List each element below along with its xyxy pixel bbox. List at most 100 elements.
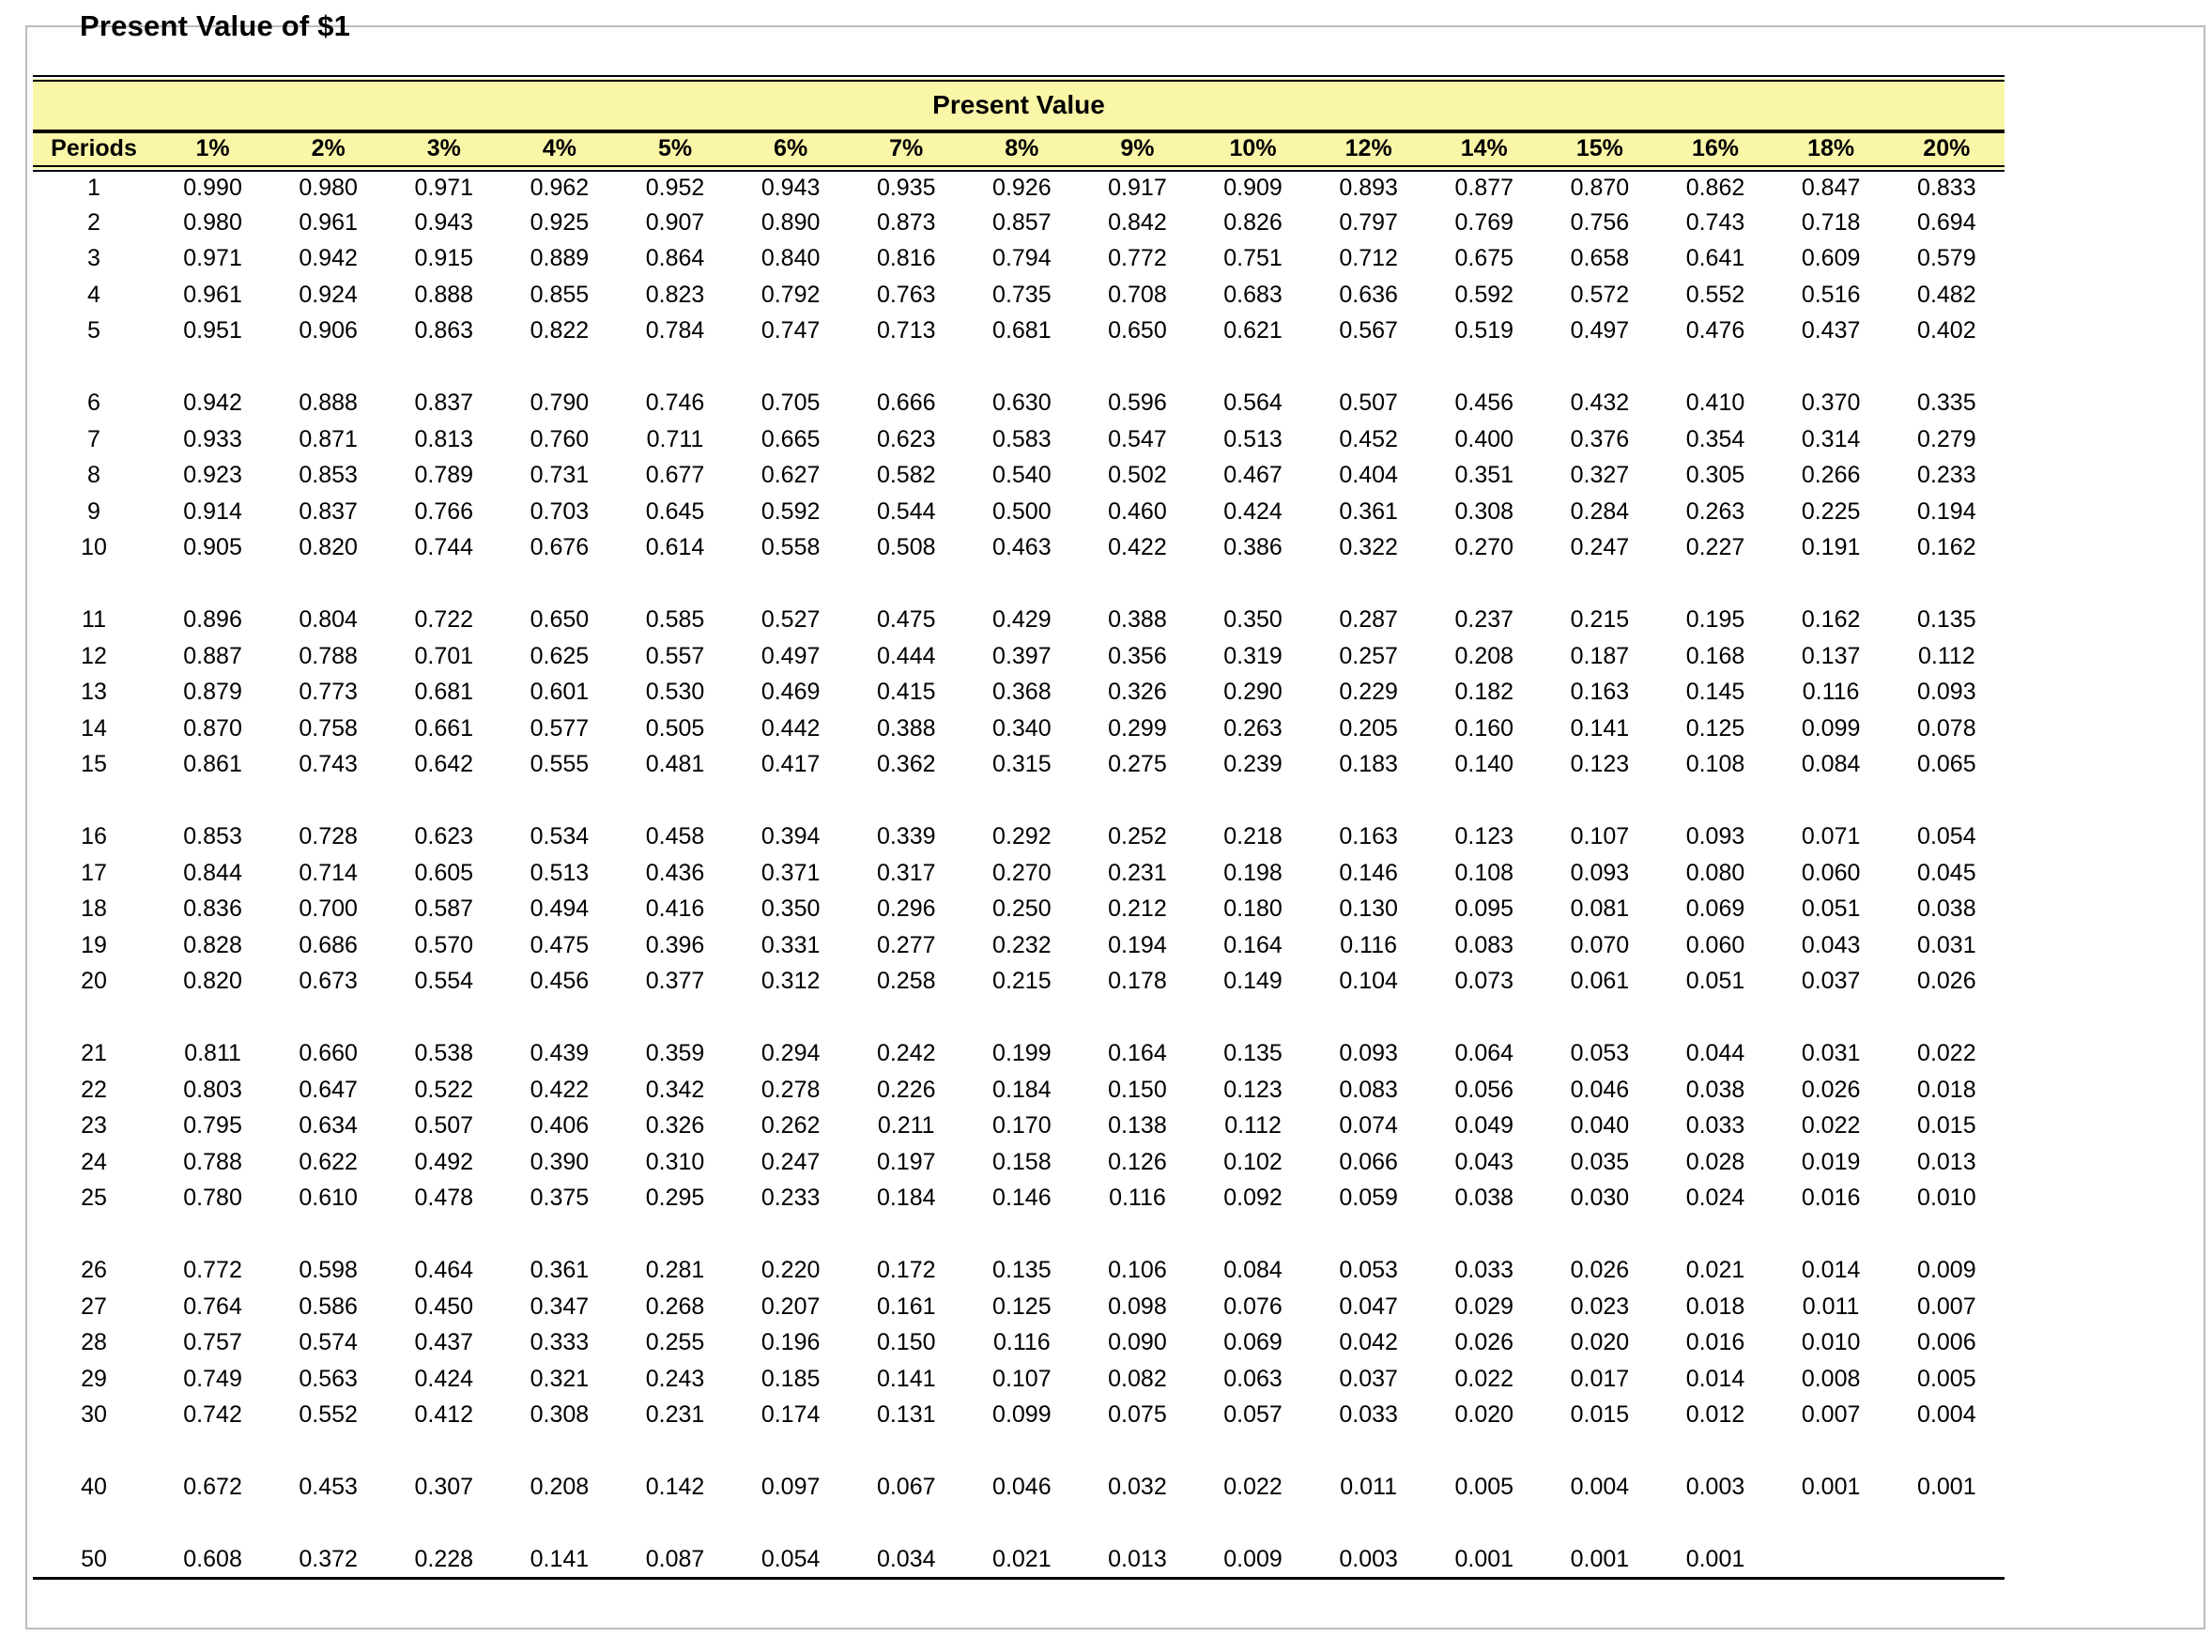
value-cell: 0.308 (530, 1401, 590, 1429)
value-cell: 0.980 (299, 175, 358, 201)
value-cell: 0.744 (414, 534, 474, 561)
value-cell: 0.444 (876, 642, 936, 669)
value-cell: 0.020 (1454, 1401, 1514, 1429)
value-cell: 0.022 (1223, 1474, 1283, 1501)
value-cell: 0.194 (1917, 497, 1976, 525)
period-cell: 29 (81, 1365, 107, 1392)
value-cell: 0.107 (992, 1365, 1052, 1392)
value-cell: 0.022 (1454, 1365, 1514, 1392)
period-cell: 13 (81, 679, 107, 706)
value-cell: 0.081 (1570, 895, 1630, 923)
value-cell: 0.007 (1917, 1293, 1976, 1320)
value-cell: 0.220 (760, 1257, 821, 1284)
value-cell: 0.001 (1801, 1474, 1861, 1501)
value-cell: 0.665 (760, 425, 821, 452)
period-cell: 12 (81, 642, 107, 669)
value-cell: 0.044 (1685, 1040, 1745, 1067)
value-cell: 0.464 (414, 1257, 474, 1284)
table-row-period-20: 20 0.820 0.673 0.554 0.456 0.377 0.312 0.258 0.2… (33, 964, 2005, 1001)
value-cell: 0.038 (1917, 895, 1976, 923)
value-cell: 0.065 (1917, 751, 1976, 778)
value-cell: 0.780 (183, 1185, 242, 1212)
table-row-period-8: 8 0.923 0.853 0.789 0.731 0.677 0.627 0.582 0.54… (33, 458, 2005, 495)
table-row-period-14: 14 0.870 0.758 0.661 0.577 0.505 0.442 0.388 0.3… (33, 711, 2005, 747)
value-cell: 0.033 (1339, 1401, 1398, 1429)
value-cell: 0.853 (299, 462, 358, 489)
value-cell: 0.018 (1917, 1076, 1976, 1103)
value-cell: 0.400 (1454, 425, 1514, 452)
value-cell: 0.005 (1917, 1365, 1976, 1392)
value-cell: 0.342 (645, 1076, 705, 1103)
value-cell: 0.645 (645, 497, 705, 525)
value-cell: 0.701 (414, 642, 474, 669)
value-cell: 0.163 (1339, 823, 1398, 850)
table-row-period-29: 29 0.749 0.563 0.424 0.321 0.243 0.185 0.141 0.1… (33, 1361, 2005, 1398)
value-cell: 0.084 (1801, 751, 1861, 778)
value-cell: 0.673 (299, 968, 358, 995)
value-cell: 0.530 (645, 679, 705, 706)
value-cell: 0.804 (299, 606, 358, 634)
group-gap-cell (33, 1216, 2005, 1253)
value-cell: 0.319 (1223, 642, 1283, 669)
column-header-1pct: 1% (155, 130, 271, 172)
value-cell: 0.508 (876, 534, 936, 561)
value-cell: 0.610 (299, 1185, 358, 1212)
value-cell: 0.396 (645, 931, 705, 958)
value-cell: 0.075 (1108, 1401, 1167, 1429)
value-cell: 0.500 (992, 497, 1052, 525)
value-cell: 0.437 (1801, 317, 1861, 344)
value-cell: 0.816 (876, 245, 936, 272)
value-cell: 0.290 (1223, 679, 1283, 706)
value-cell: 0.243 (645, 1365, 705, 1392)
value-cell: 0.205 (1339, 714, 1398, 742)
value-cell: 0.226 (876, 1076, 936, 1103)
value-cell: 0.054 (732, 1541, 849, 1580)
value-cell: 0.010 (1801, 1329, 1861, 1356)
value-cell: 0.388 (876, 714, 936, 742)
value-cell: 0.388 (1108, 606, 1167, 634)
value-cell: 0.914 (183, 497, 242, 525)
value-cell: 0.888 (299, 390, 358, 417)
value-cell: 0.347 (530, 1293, 590, 1320)
value-cell: 0.053 (1339, 1257, 1398, 1284)
group-gap-cell (33, 566, 2005, 603)
value-cell: 0.162 (1917, 534, 1976, 561)
value-cell: 0.031 (1801, 1040, 1861, 1067)
value-cell: 0.130 (1339, 895, 1398, 923)
table-row-period-18: 18 0.836 0.700 0.587 0.494 0.416 0.350 0.296 0.2… (33, 892, 2005, 928)
value-cell: 0.257 (1339, 642, 1398, 669)
value-cell: 0.060 (1685, 931, 1745, 958)
value-cell: 0.073 (1454, 968, 1514, 995)
value-cell: 0.112 (1224, 1112, 1282, 1140)
value-cell: 0.138 (1108, 1112, 1167, 1140)
value-cell: 0.016 (1685, 1329, 1745, 1356)
value-cell: 0.864 (645, 245, 705, 272)
value-cell: 0.507 (1339, 390, 1398, 417)
column-header-8pct: 8% (963, 130, 1080, 172)
period-cell: 11 (82, 606, 106, 634)
value-cell: 0.021 (1685, 1257, 1745, 1284)
period-cell: 1 (87, 175, 100, 201)
value-cell: 0.060 (1801, 859, 1861, 886)
period-cell: 27 (81, 1293, 107, 1320)
value-cell: 0.076 (1223, 1293, 1283, 1320)
value-cell: 0.059 (1339, 1185, 1398, 1212)
value-cell: 0.962 (530, 175, 590, 201)
value-cell: 0.368 (992, 679, 1052, 706)
value-cell: 0.634 (299, 1112, 358, 1140)
value-cell: 0.813 (414, 425, 474, 452)
column-header-16pct: 16% (1657, 130, 1774, 172)
group-gap-row (33, 1433, 2005, 1470)
value-cell: 0.826 (1223, 208, 1283, 236)
value-cell: 0.054 (1917, 823, 1976, 850)
value-cell: 0.907 (645, 208, 705, 236)
value-cell: 0.350 (1223, 606, 1283, 634)
value-cell: 0.870 (1570, 175, 1630, 201)
value-cell: 0.370 (1801, 390, 1861, 417)
value-cell: 0.714 (299, 859, 358, 886)
value-cell: 0.406 (530, 1112, 590, 1140)
value-cell: 0.125 (992, 1293, 1052, 1320)
table-row-period-22: 22 0.803 0.647 0.522 0.422 0.342 0.278 0.226 0.1… (33, 1072, 2005, 1109)
value-cell: 0.197 (876, 1148, 936, 1175)
value-cell: 0.359 (645, 1040, 705, 1067)
